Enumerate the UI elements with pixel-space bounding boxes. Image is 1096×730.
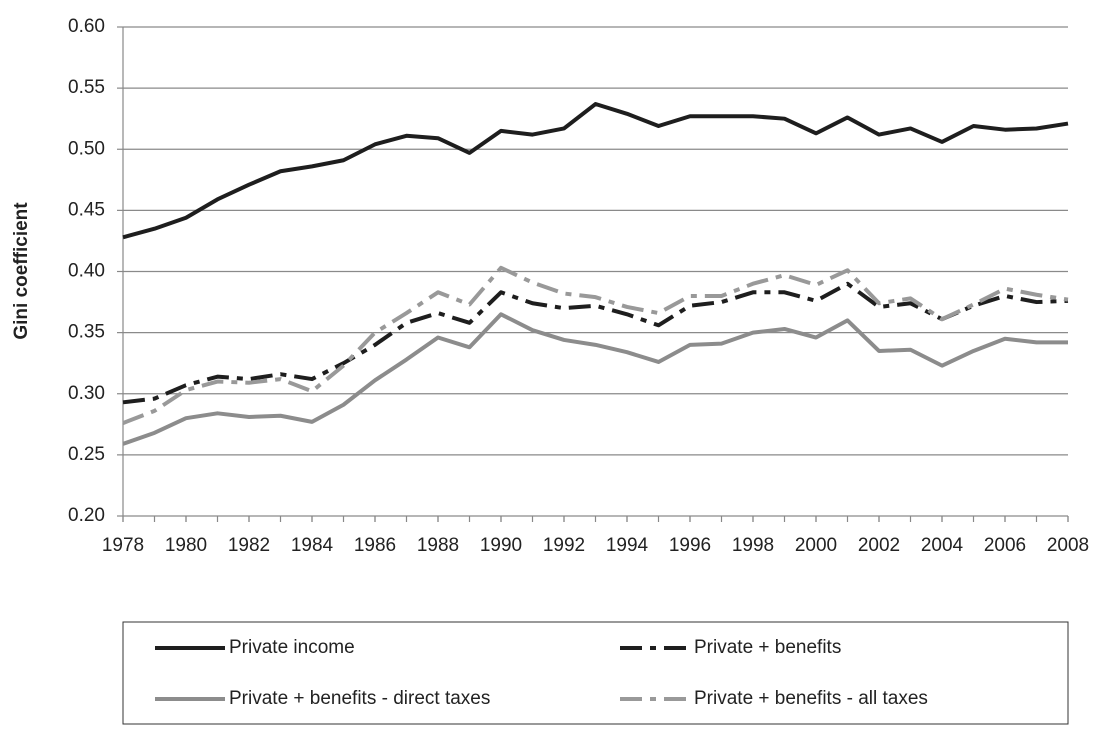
y-tick-label: 0.40 (68, 261, 105, 282)
series-line (122, 312, 1068, 446)
y-tick-label: 0.35 (68, 322, 105, 343)
x-tick-label: 1980 (165, 535, 207, 556)
x-tick-label: 1998 (732, 535, 774, 556)
legend-label: Private + benefits - all taxes (694, 688, 928, 709)
series-line (122, 281, 1069, 405)
x-tick-label: 2002 (858, 535, 900, 556)
x-tick-label: 1986 (354, 535, 396, 556)
x-tick-label: 1990 (480, 535, 522, 556)
x-tick-label: 2008 (1047, 535, 1089, 556)
y-tick-label: 0.25 (68, 444, 105, 465)
x-tick-label: 1978 (102, 535, 144, 556)
x-tick-label: 1992 (543, 535, 585, 556)
legend-label: Private + benefits (694, 637, 841, 658)
legend-label: Private + benefits - direct taxes (229, 688, 490, 709)
legend-box (122, 621, 1069, 725)
x-tick-label: 1988 (417, 535, 459, 556)
y-axis-label: Gini coefficient (11, 202, 32, 340)
series-line (122, 265, 1069, 425)
x-tick-label: 1996 (669, 535, 711, 556)
series-line (122, 102, 1069, 240)
y-tick-label: 0.55 (68, 77, 105, 98)
y-tick-label: 0.45 (68, 199, 105, 220)
x-tick-label: 2004 (921, 535, 964, 556)
x-tick-label: 2006 (984, 535, 1026, 556)
x-tick-label: 1984 (291, 535, 334, 556)
y-tick-label: 0.30 (68, 383, 105, 404)
y-tick-label: 0.60 (68, 16, 105, 37)
x-tick-label: 2000 (795, 535, 837, 556)
y-tick-label: 0.50 (68, 138, 105, 159)
y-tick-label: 0.20 (68, 505, 105, 526)
x-tick-label: 1994 (606, 535, 649, 556)
legend-label: Private income (229, 637, 355, 658)
x-tick-label: 1982 (228, 535, 270, 556)
